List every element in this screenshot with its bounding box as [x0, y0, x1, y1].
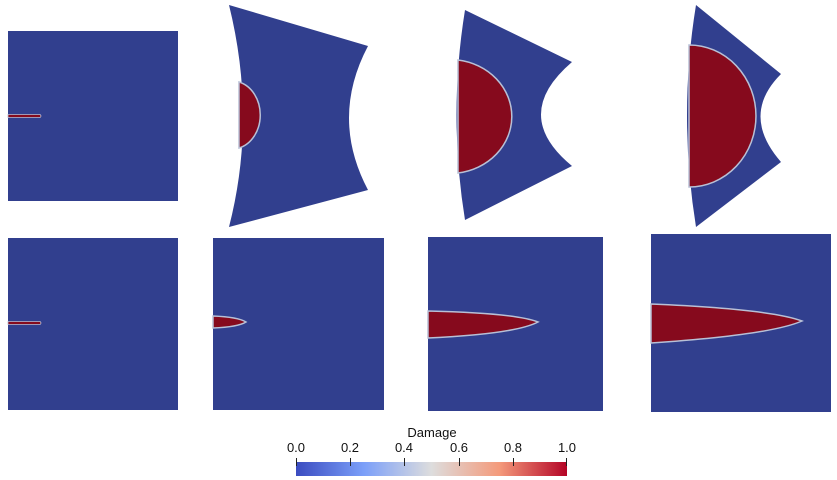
colorbar-tick-label: 0.8 [504, 440, 522, 455]
crack-damage [427, 310, 540, 339]
colorbar-tick-label: 0.2 [341, 440, 359, 455]
colorbar-tick-label: 0.6 [450, 440, 468, 455]
specimen-deformed [456, 10, 572, 220]
panel-row2-col1 [7, 238, 178, 410]
colorbar-tick-label: 1.0 [558, 440, 576, 455]
crack-damage [212, 315, 248, 329]
panel-row2-col4 [650, 234, 831, 412]
initial-notch [7, 321, 42, 325]
panel-row1-col4 [687, 5, 781, 227]
colorbar-tick-label: 0.0 [287, 440, 305, 455]
panel-row1-col3 [456, 10, 572, 220]
damage-zone [238, 80, 261, 150]
panel-row1-col1 [7, 31, 178, 201]
damage-zone [688, 44, 757, 188]
panel-row2-col3 [427, 237, 603, 411]
specimen-deformed [229, 5, 368, 227]
colorbar-title: Damage [407, 425, 456, 440]
panel-row2-col2 [212, 238, 384, 410]
panel-row1-col2 [229, 5, 368, 227]
colorbar-tick-marks [296, 458, 567, 466]
colorbar-gradient [296, 462, 567, 476]
initial-notch [7, 114, 42, 118]
colorbar: Damage 0.0 0.2 0.4 0.6 0.8 1.0 [287, 425, 576, 476]
damage-zone [457, 59, 513, 174]
colorbar-tick-label: 0.4 [395, 440, 413, 455]
colorbar-tick-labels: 0.0 0.2 0.4 0.6 0.8 1.0 [287, 440, 576, 455]
crack-damage [650, 303, 804, 344]
